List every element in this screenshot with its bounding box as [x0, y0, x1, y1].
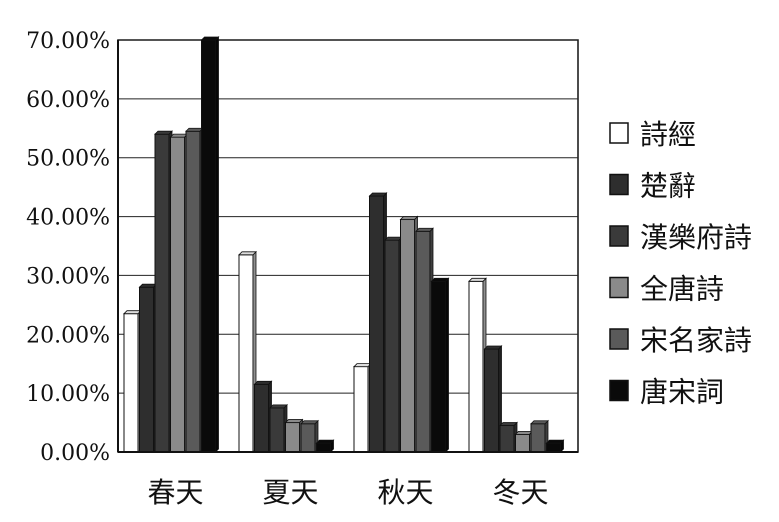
bar-4-3 — [499, 421, 518, 453]
bar-2-1 — [238, 250, 257, 453]
category-label: 冬天 — [492, 476, 548, 509]
bar-2-3 — [269, 403, 288, 453]
legend-label: 宋名家詩 — [640, 324, 752, 357]
bar-2-5 — [300, 419, 319, 453]
y-tick-label: 50.00% — [26, 147, 110, 172]
legend-swatch — [609, 122, 629, 144]
category-label: 秋天 — [377, 476, 433, 509]
bar-3-2 — [368, 192, 388, 453]
legend-label: 全唐詩 — [640, 273, 724, 306]
legend-item: 唐宋詞 — [609, 376, 724, 409]
bar-2-6 — [315, 439, 335, 453]
bar-1-2 — [138, 283, 158, 453]
legend-label: 漢樂府詩 — [640, 221, 752, 254]
bar-1-1 — [123, 309, 142, 453]
y-tick-label: 30.00% — [26, 264, 110, 289]
legend-item: 全唐詩 — [609, 273, 724, 306]
legend-swatch — [609, 276, 629, 299]
y-tick-label: 0.00% — [40, 441, 110, 466]
legend-swatch — [609, 328, 629, 350]
bar-4-2 — [483, 345, 503, 453]
legend-swatch — [609, 379, 629, 402]
category-label: 夏天 — [262, 476, 318, 509]
bar-4-4 — [514, 430, 534, 453]
bar-4-1 — [468, 277, 487, 453]
bar-1-3 — [154, 130, 173, 453]
bar-3-3 — [384, 236, 403, 453]
bar-3-1 — [353, 362, 372, 453]
bar-4-6 — [545, 439, 565, 453]
bar-4-5 — [530, 419, 549, 453]
bar-3-6 — [430, 277, 450, 453]
category-label: 春天 — [147, 476, 203, 509]
legend-swatch — [609, 173, 629, 196]
legend-item: 詩經 — [609, 118, 696, 151]
axes — [117, 40, 578, 453]
category-labels: 春天 夏天 秋天 冬天 — [147, 476, 548, 509]
bar-3-4 — [399, 215, 419, 453]
y-tick-label: 60.00% — [26, 88, 110, 113]
bar-1-6 — [200, 36, 220, 453]
legend-item: 宋名家詩 — [609, 324, 752, 357]
legend-label: 唐宋詞 — [640, 376, 724, 409]
bar-3-5 — [415, 227, 434, 453]
legend-item: 漢樂府詩 — [609, 221, 752, 254]
legend-label: 楚辭 — [640, 170, 696, 203]
bar-1-4 — [169, 133, 189, 453]
y-tick-label: 40.00% — [26, 206, 110, 231]
bar-2-4 — [284, 418, 304, 453]
bar-1-5 — [185, 127, 204, 453]
legend-item: 楚辭 — [609, 170, 696, 203]
y-axis-ticks: 0.00% 10.00% 20.00% 30.00% 40.00% 50.00% 60.00… — [26, 29, 110, 466]
legend-label: 詩經 — [640, 118, 696, 151]
y-tick-label: 10.00% — [26, 382, 110, 407]
y-tick-label: 70.00% — [26, 29, 110, 54]
bar-2-2 — [253, 380, 273, 453]
y-tick-label: 20.00% — [26, 323, 110, 348]
legend-swatch — [609, 225, 629, 247]
